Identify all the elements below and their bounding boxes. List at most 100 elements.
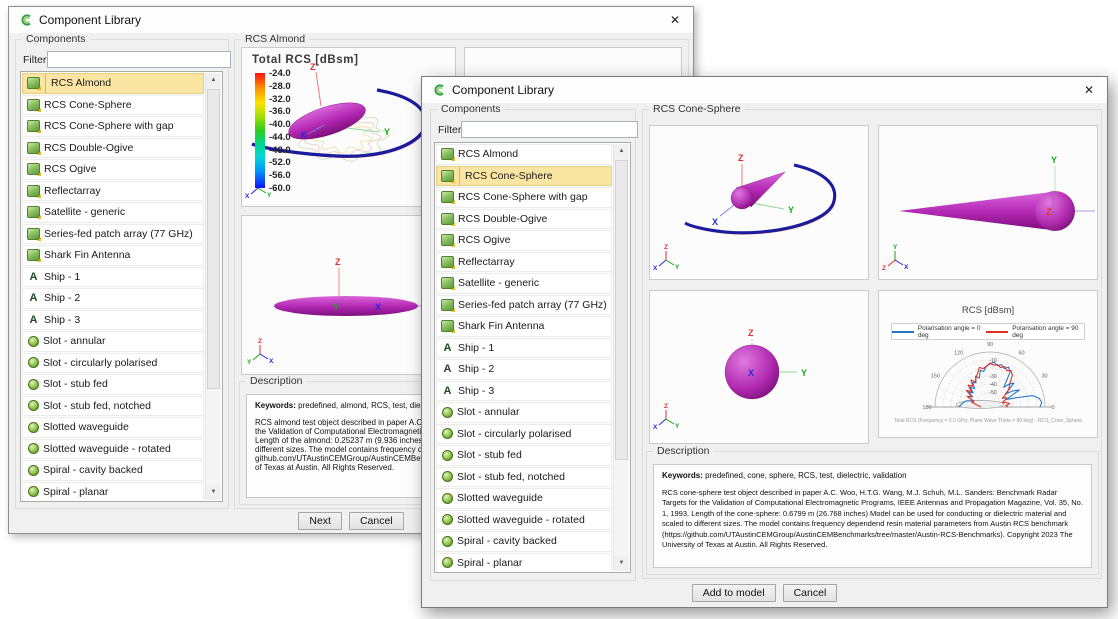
list-item[interactable]: Slotted waveguide - rotated [22, 438, 204, 459]
scroll-up-icon[interactable]: ▲ [206, 73, 221, 88]
cancel-button[interactable]: Cancel [348, 512, 404, 530]
list-item[interactable]: Spiral - cavity backed [22, 460, 204, 481]
list-item[interactable]: Shark Fin Antenna [436, 316, 612, 337]
colorbar-tick: -28.0 [269, 80, 291, 92]
list-item[interactable]: Slotted waveguide - rotated [436, 509, 612, 530]
sphere-model [724, 344, 780, 400]
close-icon[interactable]: ✕ [1083, 83, 1095, 97]
list-item[interactable]: Slot - annular [436, 402, 612, 423]
description-group-label: Description [653, 445, 714, 457]
sphere-icon [28, 421, 39, 433]
close-icon[interactable]: ✕ [669, 13, 681, 27]
components-group-label: Components [437, 103, 505, 115]
list-item[interactable]: RCS Cone-Sphere with gap [22, 116, 204, 137]
list-item[interactable]: A Ship - 2 [22, 288, 204, 309]
filter-input[interactable] [461, 121, 638, 138]
list-item[interactable]: RCS Ogive [436, 230, 612, 251]
titlebar[interactable]: Component Library ✕ [9, 7, 693, 34]
sphere-icon [442, 428, 453, 440]
scroll-up-icon[interactable]: ▲ [614, 144, 629, 159]
sphere-icon [442, 557, 453, 569]
list-item[interactable]: A Ship - 3 [22, 309, 204, 330]
list-item[interactable]: Shark Fin Antenna [22, 245, 204, 266]
axis-x-label: X [748, 368, 754, 378]
y-axis-line [751, 202, 785, 210]
description-box: Keywords: predefined, cone, sphere, RCS,… [653, 464, 1092, 568]
filter-input[interactable] [47, 51, 231, 68]
list-item[interactable]: Slot - annular [22, 331, 204, 352]
list-item[interactable]: RCS Double-Ogive [22, 137, 204, 158]
list-item[interactable]: Spiral - cavity backed [436, 531, 612, 552]
legend-swatch [986, 330, 1009, 333]
list-item[interactable]: Spiral - planar [22, 481, 204, 501]
list-item[interactable]: Slot - circularly polarised [436, 423, 612, 444]
list-item[interactable]: Reflectarray [22, 180, 204, 201]
list-item[interactable]: A Ship - 3 [436, 380, 612, 401]
polar-angle-tick: 90 [987, 342, 993, 348]
scroll-down-icon[interactable]: ▼ [206, 485, 221, 500]
list-item-label: Slotted waveguide [43, 421, 129, 434]
add-to-model-button[interactable]: Add to model [691, 584, 776, 602]
list-item[interactable]: Spiral - planar [436, 552, 612, 572]
list-item[interactable]: Series-fed patch array (77 GHz) [22, 223, 204, 244]
list-item[interactable]: Slot - stub fed [436, 445, 612, 466]
list-item[interactable]: RCS Cone-Sphere [22, 94, 204, 115]
polar-angle-tick: 60 [1018, 350, 1024, 356]
cancel-button[interactable]: Cancel [782, 584, 838, 602]
rcs-polar-chart[interactable]: 0 30 60 90 120 150 180 -10 -30 -40 -50 RCS [dBsm] … [878, 290, 1098, 438]
dialog-buttons: Next Cancel [9, 512, 693, 530]
sphere-icon [442, 449, 453, 461]
almond-side-view[interactable]: Z Y X Z Y X [241, 215, 456, 375]
sphere-icon [28, 464, 39, 476]
scrollbar[interactable]: ▲ ▼ [205, 73, 221, 500]
scrollbar[interactable]: ▲ ▼ [613, 144, 629, 571]
list-item[interactable]: RCS Double-Ogive [436, 208, 612, 229]
almond-3d-view[interactable]: Z Y X ZXY Total RCS [dBsm] -24.0-28.0-32… [241, 47, 456, 207]
list-item[interactable]: RCS Ogive [22, 159, 204, 180]
sphere-front-view[interactable]: Z X Y Z X Y [649, 290, 869, 444]
list-item[interactable]: A Ship - 2 [436, 359, 612, 380]
list-item[interactable]: Satellite - generic [436, 273, 612, 294]
rcs-arc-red-fringe [685, 165, 836, 235]
list-item[interactable]: RCS Cone-Sphere with gap [436, 187, 612, 208]
colorbar-tick: -48.0 [269, 144, 291, 156]
ship-icon: A [443, 341, 452, 354]
cone-sphere-side-view[interactable]: Y Z Y Z X [878, 125, 1098, 280]
cone-sphere-3d-canvas: Z X Y Z X Y [653, 153, 837, 272]
components-list[interactable]: ▲ ▼ RCS Almond RCS Cone-Sphere RCS Cone-Sp… [434, 142, 631, 573]
list-item-label: Satellite - generic [458, 277, 540, 290]
list-item[interactable]: Satellite - generic [22, 202, 204, 223]
list-item[interactable]: Series-fed patch array (77 GHz) [436, 294, 612, 315]
component-icon [27, 227, 41, 241]
list-item-label: Ship - 1 [458, 341, 495, 354]
list-item-label: RCS Almond [458, 148, 519, 161]
list-item[interactable]: RCS Almond [22, 73, 204, 94]
sphere-icon [28, 357, 39, 369]
list-item[interactable]: Slot - stub fed, notched [22, 395, 204, 416]
next-button[interactable]: Next [298, 512, 342, 530]
list-item[interactable]: Slot - stub fed, notched [436, 466, 612, 487]
axis-y-label: Y [675, 264, 680, 271]
scroll-thumb[interactable] [615, 160, 628, 460]
list-item[interactable]: RCS Cone-Sphere [436, 165, 612, 186]
scroll-down-icon[interactable]: ▼ [614, 556, 629, 571]
cone-sphere-3d-view[interactable]: Z X Y Z X Y [649, 125, 869, 280]
legend-swatch [892, 330, 914, 333]
list-item[interactable]: Slotted waveguide [22, 417, 204, 438]
list-item[interactable]: A Ship - 1 [436, 337, 612, 358]
sphere-icon [28, 378, 39, 390]
colorbar-title: Total RCS [dBsm] [252, 54, 359, 66]
list-item[interactable]: Slot - circularly polarised [22, 352, 204, 373]
component-icon [441, 255, 455, 269]
list-item[interactable]: Slot - stub fed [22, 374, 204, 395]
component-icon [27, 120, 41, 134]
list-item[interactable]: Reflectarray [436, 251, 612, 272]
y-axis-line [346, 127, 381, 133]
list-item[interactable]: A Ship - 1 [22, 266, 204, 287]
components-list[interactable]: ▲ ▼ RCS Almond RCS Cone-Sphere RCS Cone-Sp… [20, 71, 223, 502]
rcs-almond-group-label: RCS Almond [241, 33, 310, 45]
scroll-thumb[interactable] [207, 89, 220, 389]
list-item[interactable]: RCS Almond [436, 144, 612, 165]
list-item[interactable]: Slotted waveguide [436, 488, 612, 509]
titlebar[interactable]: Component Library ✕ [422, 77, 1107, 104]
